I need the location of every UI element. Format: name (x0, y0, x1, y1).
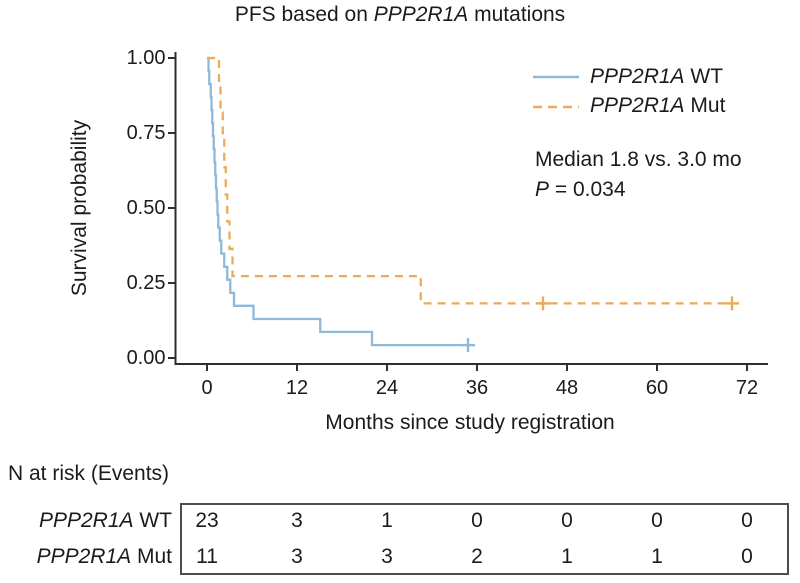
risk-cell-value: 1 (561, 545, 573, 568)
x-tick-label: 72 (735, 377, 759, 399)
risk-cell-value: 0 (561, 509, 573, 532)
risk-wt-gene: PPP2R1A (38, 509, 134, 532)
risk-row-label-mut: PPP2R1A Mut (0, 544, 172, 570)
x-axis-label: Months since study registration (325, 411, 615, 434)
risk-cell-value: 1 (381, 509, 393, 532)
title-gene: PPP2R1A (373, 3, 469, 26)
risk-cell-value: 0 (741, 545, 753, 568)
pvalue-rest: = 0.034 (549, 178, 626, 201)
risk-cell-value: 0 (471, 509, 483, 532)
risk-cell-value: 0 (651, 509, 663, 532)
risk-cell-value: 3 (291, 509, 303, 532)
risk-cell-value: 11 (196, 545, 218, 568)
risk-cell-value: 3 (291, 545, 303, 568)
legend-wt-gene: PPP2R1A (590, 65, 685, 88)
legend-line-wt (532, 70, 580, 84)
legend-mut-suffix: Mut (684, 94, 726, 117)
legend-label-wt: PPP2R1A WT (590, 64, 723, 90)
y-tick-label: 0.25 (126, 272, 166, 294)
x-tick-label: 36 (465, 377, 489, 399)
y-tick-label: 0.00 (126, 347, 166, 369)
legend-wt-suffix: WT (684, 65, 724, 88)
pvalue-p: P (535, 178, 550, 201)
risk-mut-gene: PPP2R1A (36, 545, 132, 568)
y-tick-label: 1.00 (126, 47, 166, 69)
dashed-line-icon (533, 105, 579, 109)
title-suffix: mutations (468, 3, 566, 26)
risk-cell-value: 23 (195, 509, 219, 532)
risk-row-label-wt: PPP2R1A WT (0, 508, 172, 534)
y-tick-label: 0.75 (126, 122, 166, 144)
risk-table-box (180, 503, 789, 575)
x-tick-label: 0 (201, 377, 213, 399)
risk-cell-value: 1 (651, 545, 663, 568)
y-tick-label: 0.50 (126, 197, 166, 219)
legend-mut-gene: PPP2R1A (590, 94, 685, 117)
risk-cell-value: 2 (471, 545, 483, 568)
solid-line-icon (533, 75, 579, 79)
legend-line-mut (532, 100, 580, 114)
x-tick-label: 24 (375, 377, 399, 399)
risk-cell-value: 3 (381, 545, 393, 568)
x-tick-label: 60 (645, 377, 669, 399)
x-tick-label: 48 (555, 377, 579, 399)
risk-cell-value: 0 (741, 509, 753, 532)
median-annotation: Median 1.8 vs. 3.0 mo (535, 148, 742, 171)
risk-table-heading: N at risk (Events) (8, 462, 170, 485)
survival-curve-mut (207, 56, 732, 305)
risk-mut-suffix: Mut (131, 545, 172, 568)
page-title: PFS based on PPP2R1A mutations (0, 1, 800, 28)
survival-curve-wt (207, 56, 468, 347)
legend-label-mut: PPP2R1A Mut (590, 93, 725, 119)
risk-wt-suffix: WT (133, 509, 172, 532)
pvalue-annotation: P = 0.034 (535, 175, 626, 205)
title-prefix: PFS based on (234, 3, 374, 26)
x-tick-label: 12 (285, 377, 309, 399)
